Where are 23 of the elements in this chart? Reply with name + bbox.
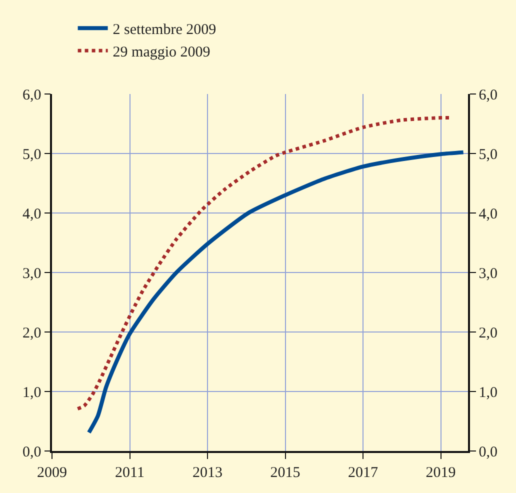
x-tick-label: 2009 — [37, 464, 67, 481]
y-tick-label: 2,0 — [22, 325, 42, 342]
x-tick-label: 2013 — [192, 464, 223, 481]
legend-label: 2 settembre 2009 — [112, 22, 216, 38]
line-series — [86, 150, 466, 435]
y2-tick-label: 5,0 — [478, 146, 498, 163]
y2-tick-label: 4,0 — [478, 206, 498, 222]
y2-tick-label: 0,0 — [478, 444, 498, 460]
y-tick-label: 1,0 — [22, 384, 42, 401]
legend-label: 29 maggio 2009 — [112, 44, 210, 60]
y-tick-label: 6,0 — [22, 87, 42, 104]
y2-tick-label: 3,0 — [478, 266, 498, 282]
y2-tick-label: 6,0 — [478, 87, 498, 104]
x-tick-label: 2017 — [348, 464, 379, 481]
x-tick-label: 2015 — [270, 464, 300, 481]
y-tick-label: 4,0 — [22, 206, 42, 222]
x-tick-label: 2011 — [115, 464, 144, 481]
y-tick-label: 0,0 — [22, 444, 42, 460]
y2-tick-label: 2,0 — [478, 325, 498, 342]
y-tick-label: 5,0 — [22, 146, 42, 163]
x-tick-label: 2019 — [426, 464, 456, 481]
y2-tick-label: 1,0 — [478, 384, 498, 401]
y-tick-label: 3,0 — [22, 266, 42, 282]
